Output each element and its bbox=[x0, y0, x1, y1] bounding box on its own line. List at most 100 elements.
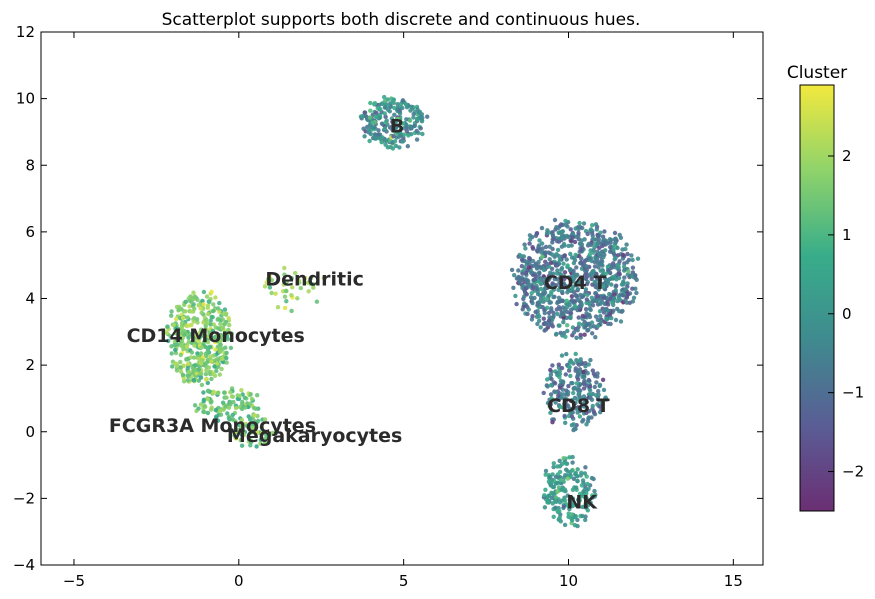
point bbox=[580, 313, 585, 319]
point bbox=[384, 118, 389, 123]
point bbox=[581, 489, 586, 494]
point bbox=[218, 412, 224, 417]
point bbox=[596, 234, 601, 239]
point bbox=[536, 243, 542, 248]
point bbox=[200, 358, 205, 363]
point bbox=[583, 307, 589, 312]
point bbox=[224, 355, 229, 361]
point bbox=[550, 281, 555, 286]
point bbox=[411, 115, 416, 120]
x-tick-label: −5 bbox=[63, 572, 85, 590]
point bbox=[551, 314, 556, 319]
point bbox=[530, 314, 535, 319]
point bbox=[575, 377, 581, 382]
point bbox=[554, 225, 559, 230]
point bbox=[584, 410, 589, 415]
point bbox=[383, 142, 388, 147]
x-tick-label: 10 bbox=[559, 572, 578, 590]
point bbox=[593, 314, 599, 319]
point bbox=[578, 397, 584, 402]
point bbox=[169, 351, 174, 356]
point bbox=[536, 259, 541, 265]
point bbox=[189, 340, 194, 345]
y-tick-label: −4 bbox=[13, 556, 35, 574]
point bbox=[551, 514, 556, 519]
point bbox=[249, 396, 255, 402]
point bbox=[184, 344, 189, 349]
point bbox=[282, 294, 288, 299]
point bbox=[623, 287, 628, 292]
point bbox=[185, 315, 190, 320]
point bbox=[165, 324, 170, 329]
point bbox=[589, 295, 595, 300]
point bbox=[600, 300, 605, 305]
point bbox=[221, 337, 226, 342]
point bbox=[544, 297, 550, 302]
point bbox=[595, 298, 601, 303]
point bbox=[601, 284, 606, 289]
point bbox=[188, 294, 193, 299]
point bbox=[191, 290, 196, 295]
point bbox=[634, 290, 639, 296]
point bbox=[569, 512, 574, 517]
point bbox=[592, 488, 597, 494]
point bbox=[567, 268, 573, 273]
point bbox=[550, 230, 555, 235]
point bbox=[548, 483, 554, 488]
point bbox=[542, 328, 547, 333]
point bbox=[206, 365, 212, 370]
point bbox=[622, 275, 627, 280]
point bbox=[599, 403, 604, 408]
point bbox=[195, 297, 200, 303]
point bbox=[206, 388, 211, 394]
point bbox=[588, 227, 594, 232]
point bbox=[578, 473, 583, 478]
point bbox=[262, 417, 268, 422]
point bbox=[603, 248, 608, 253]
point bbox=[201, 399, 206, 404]
point bbox=[568, 373, 573, 379]
point bbox=[597, 398, 603, 403]
point bbox=[557, 368, 562, 374]
colorbar-tick-label: 2 bbox=[842, 147, 852, 165]
point bbox=[227, 417, 232, 422]
point bbox=[577, 491, 583, 496]
point bbox=[377, 136, 383, 141]
point bbox=[398, 133, 403, 138]
point bbox=[270, 430, 275, 436]
point bbox=[240, 422, 245, 427]
point bbox=[537, 238, 542, 243]
point bbox=[583, 361, 588, 366]
point bbox=[570, 487, 576, 492]
point bbox=[414, 137, 420, 142]
point bbox=[566, 368, 572, 373]
point bbox=[530, 263, 536, 269]
point bbox=[191, 330, 196, 335]
point bbox=[237, 393, 242, 398]
point bbox=[400, 98, 406, 103]
point bbox=[596, 265, 601, 270]
point bbox=[594, 393, 599, 398]
point bbox=[293, 270, 298, 276]
point bbox=[203, 338, 208, 344]
point bbox=[245, 423, 250, 428]
point bbox=[562, 522, 568, 528]
point bbox=[630, 286, 635, 291]
point bbox=[523, 246, 528, 251]
point bbox=[233, 429, 238, 434]
point bbox=[552, 499, 557, 504]
point bbox=[570, 381, 575, 386]
point bbox=[530, 284, 536, 289]
point bbox=[630, 257, 635, 263]
point bbox=[613, 240, 618, 245]
point bbox=[546, 276, 552, 281]
point bbox=[566, 514, 571, 519]
point bbox=[168, 334, 173, 339]
point bbox=[383, 105, 388, 110]
point bbox=[193, 363, 198, 368]
point bbox=[204, 368, 209, 373]
point bbox=[613, 236, 618, 241]
point bbox=[516, 268, 521, 273]
point bbox=[610, 300, 615, 305]
colorbar-gradient bbox=[799, 84, 835, 512]
